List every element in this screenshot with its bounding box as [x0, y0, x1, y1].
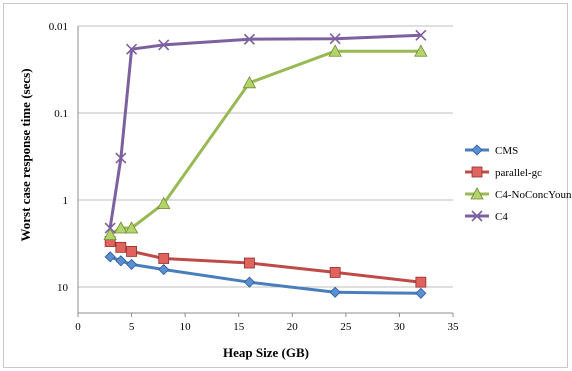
series-line-c4-noconcyoung — [109, 49, 421, 236]
data-point-parallel-gc — [115, 241, 127, 253]
data-point-cms — [329, 286, 341, 298]
data-point-cms — [115, 255, 127, 267]
legend-marker — [470, 187, 484, 200]
data-point-c4 — [415, 29, 427, 41]
series-cms — [104, 251, 427, 299]
data-point-parallel-gc — [415, 276, 427, 288]
series-line-c4 — [108, 33, 421, 229]
legend-label: CMS — [495, 145, 518, 157]
y-tick-label: 0.1 — [54, 108, 68, 120]
data-point-c4-noconcyoung — [414, 44, 428, 57]
legend: CMS parallel-gc C4-NoConcYoung C4 — [465, 144, 572, 223]
legend-marker — [471, 144, 483, 156]
data-point-c4-noconcyoung — [328, 44, 342, 57]
legend-label: parallel-gc — [495, 167, 542, 179]
series-c4 — [104, 29, 427, 234]
legend-label: C4-NoConcYoung — [495, 189, 572, 201]
x-tick-label: 30 — [394, 321, 406, 333]
chart-frame — [3, 3, 568, 368]
data-point-parallel-gc — [329, 267, 341, 278]
y-tick-label: 10 — [57, 282, 69, 294]
x-tick-label: 35 — [448, 321, 460, 333]
series-layer — [103, 29, 428, 299]
x-tick-label: 10 — [180, 321, 192, 333]
data-point-c4 — [243, 33, 255, 45]
series-line-parallel-gc — [109, 240, 422, 284]
data-point-c4-noconcyoung — [124, 221, 139, 234]
axes: 0.01 0.1 1 10 0 5 10 15 20 25 30 35 — [49, 21, 459, 333]
legend-label: C4 — [495, 211, 508, 223]
data-point-c4 — [329, 33, 341, 45]
data-point-parallel-gc — [244, 257, 255, 269]
series-c4-noconcyoung — [103, 44, 428, 241]
data-point-c4-noconcyoung — [157, 196, 171, 210]
data-point-c4-noconcyoung — [114, 221, 128, 234]
gridlines — [78, 25, 453, 288]
data-point-cms — [104, 251, 116, 263]
x-tick-label: 25 — [340, 321, 352, 333]
data-point-cms — [126, 258, 138, 270]
y-tick-label: 0.01 — [49, 21, 68, 33]
legend-marker — [471, 166, 483, 178]
legend-item-c4-noconcyoung: C4-NoConcYoung — [465, 187, 572, 201]
series-parallel-gc — [104, 236, 427, 288]
data-point-c4 — [126, 43, 138, 55]
data-point-c4 — [158, 39, 170, 51]
y-axis-label: Worst case response time (secs) — [18, 68, 33, 241]
legend-item-cms: CMS — [465, 144, 518, 157]
x-axis-label: Heap Size (GB) — [223, 345, 309, 360]
data-point-cms — [158, 263, 170, 276]
legend-marker — [471, 210, 483, 222]
data-point-c4 — [115, 152, 127, 164]
data-point-parallel-gc — [126, 246, 137, 257]
legend-item-c4: C4 — [465, 210, 508, 223]
data-point-c4 — [104, 222, 116, 234]
data-point-c4-noconcyoung — [242, 75, 257, 89]
legend-item-parallel-gc: parallel-gc — [465, 166, 542, 179]
data-point-parallel-gc — [158, 253, 170, 264]
x-tick-label: 15 — [233, 321, 245, 333]
x-tick-label: 0 — [75, 321, 81, 333]
x-tick-label: 20 — [287, 321, 299, 333]
data-point-c4-noconcyoung — [103, 227, 117, 241]
series-line-cms — [109, 255, 421, 295]
y-tick-label: 1 — [63, 195, 69, 207]
data-point-cms — [243, 276, 255, 288]
data-point-cms — [415, 287, 427, 299]
x-tick-label: 5 — [129, 321, 135, 333]
